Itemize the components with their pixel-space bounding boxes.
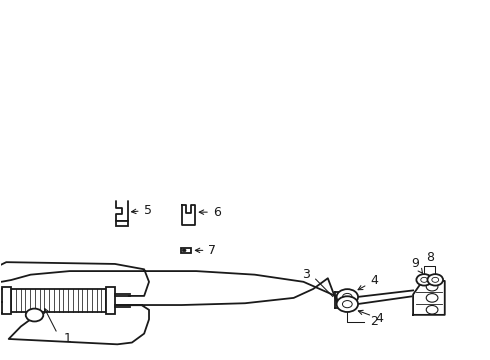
Text: 4: 4	[358, 274, 378, 290]
Circle shape	[426, 306, 438, 314]
Circle shape	[416, 274, 432, 285]
Circle shape	[426, 294, 438, 302]
Text: 2: 2	[370, 315, 378, 328]
Text: 9: 9	[412, 257, 422, 273]
Circle shape	[26, 309, 43, 321]
Bar	[11, 289, 106, 312]
Text: 1: 1	[63, 333, 71, 346]
Circle shape	[432, 277, 439, 282]
Bar	[181, 248, 192, 253]
Bar	[2, 287, 11, 314]
Circle shape	[421, 277, 428, 282]
Circle shape	[337, 296, 358, 312]
Polygon shape	[413, 281, 445, 315]
Circle shape	[182, 249, 186, 252]
Text: 8: 8	[426, 251, 434, 264]
Bar	[116, 221, 127, 226]
Text: 4: 4	[358, 310, 383, 325]
Text: 3: 3	[302, 268, 310, 281]
Text: 5: 5	[131, 204, 151, 217]
Text: 6: 6	[199, 206, 220, 219]
Circle shape	[343, 293, 352, 301]
Bar	[106, 287, 115, 314]
Circle shape	[427, 274, 443, 285]
Circle shape	[426, 282, 438, 291]
Text: 7: 7	[196, 244, 217, 257]
Circle shape	[337, 289, 358, 305]
Circle shape	[343, 301, 352, 308]
